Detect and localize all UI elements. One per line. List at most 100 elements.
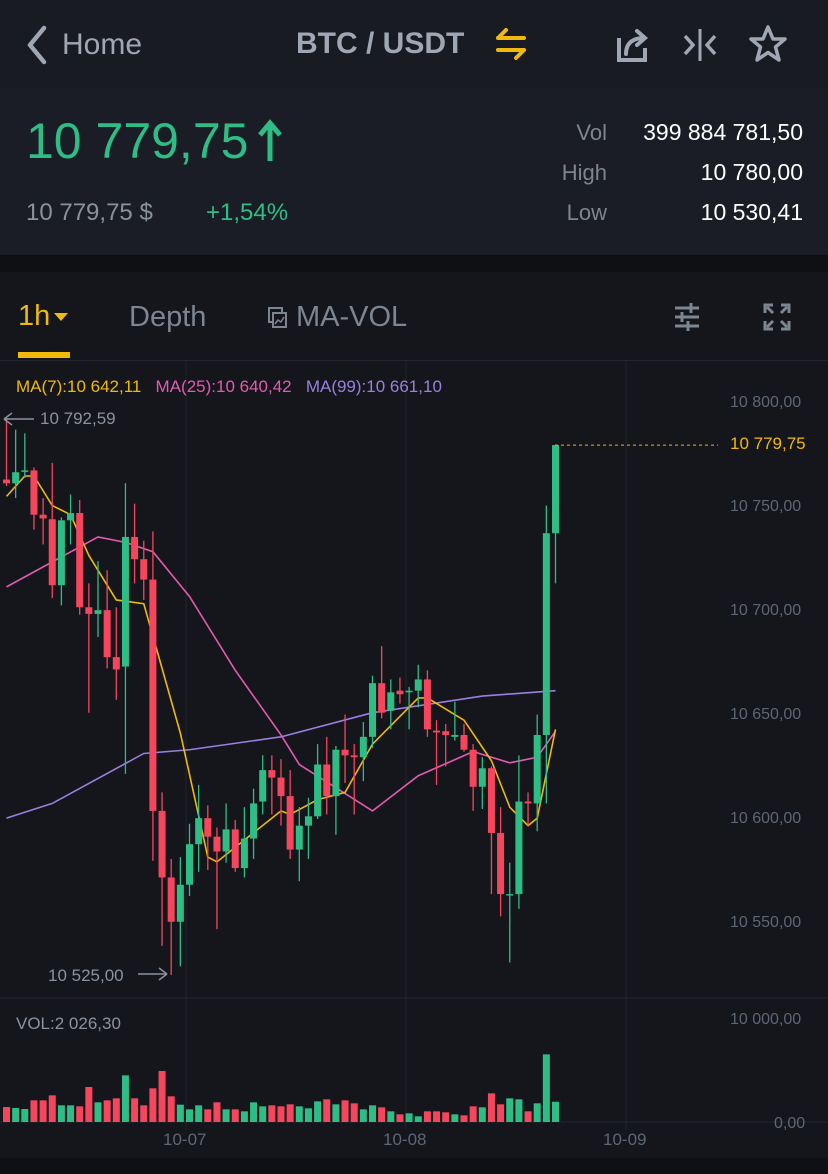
volume-bar (487, 1093, 495, 1122)
tab-depth[interactable]: Depth (129, 301, 207, 333)
candle-body (295, 825, 303, 850)
candle-body (67, 513, 75, 521)
star-icon[interactable] (748, 24, 788, 64)
candle-body (387, 692, 395, 711)
pair-title[interactable]: BTC / USDT (296, 27, 465, 60)
volume-bar (277, 1106, 285, 1122)
candle-body (48, 519, 56, 586)
volume-bar (67, 1105, 75, 1122)
volume-bar (332, 1104, 340, 1122)
ma25-line (6, 536, 557, 812)
candle-body (222, 829, 230, 852)
tab-interval[interactable]: 1h (18, 302, 69, 331)
volume-bar (497, 1104, 505, 1122)
fullscreen-icon[interactable] (763, 303, 791, 331)
price-change: +1,54% (206, 199, 289, 226)
ma25-legend: MA(25):10 640,42 (155, 377, 292, 396)
bottom-bar (0, 1158, 828, 1174)
y-tick: 10 700,00 (730, 602, 802, 619)
indicator-icon (268, 306, 287, 328)
volume-bar (231, 1109, 239, 1122)
candle-body (12, 472, 20, 484)
tab-indicator[interactable]: MA-VOL (268, 303, 407, 332)
volume-bar (533, 1103, 541, 1122)
candle-body (524, 801, 532, 804)
volume-bar (121, 1075, 129, 1122)
candle-body (268, 770, 276, 778)
volume-bar (323, 1099, 331, 1122)
low-value: 10 530,41 (700, 199, 803, 225)
high-label: High (561, 160, 607, 185)
candle-body (204, 818, 212, 837)
candle-body (39, 514, 47, 519)
volume-bar (3, 1107, 10, 1122)
candle-body (533, 734, 541, 804)
volume-bar (478, 1107, 486, 1122)
volume-bar (76, 1106, 84, 1122)
volume-bar (131, 1098, 139, 1122)
share-icon[interactable] (614, 26, 652, 64)
y-tick: 10 600,00 (730, 810, 802, 827)
candle-body (542, 533, 550, 735)
volume-bar (195, 1105, 203, 1122)
candle-body (186, 844, 193, 885)
candle-body (231, 829, 239, 869)
volume-bar (378, 1107, 386, 1122)
volume-bar (222, 1109, 230, 1122)
volume-bar (140, 1105, 148, 1122)
x-tick: 10-09 (603, 1130, 647, 1149)
ma7-legend: MA(7):10 642,11 (16, 377, 142, 396)
candle-body (103, 610, 111, 658)
volume-bar (57, 1105, 65, 1122)
x-tick: 10-07 (163, 1130, 207, 1149)
volume-bar (314, 1101, 322, 1122)
volume-bar (12, 1108, 20, 1122)
price-panel (0, 88, 828, 255)
split-icon[interactable] (681, 26, 719, 64)
candle-body (433, 730, 441, 733)
volume-bar (103, 1100, 111, 1122)
candle-body (369, 683, 376, 737)
volume-bar (94, 1102, 102, 1122)
candle-body (478, 768, 486, 787)
candle-body (515, 801, 523, 895)
candle-body (57, 520, 65, 586)
candle-body (250, 803, 258, 839)
volume-bar (350, 1103, 358, 1122)
candle-body (350, 755, 358, 758)
volume-bar (204, 1109, 212, 1122)
candle-body (277, 777, 285, 797)
candle-body (3, 479, 10, 484)
arrow-right-icon (138, 967, 168, 981)
candle-body (131, 536, 139, 560)
back-button[interactable]: Home (22, 24, 142, 66)
last-price-value: 10 779,75 (26, 113, 249, 169)
candle-body (213, 836, 221, 852)
ma99-line (6, 689, 556, 819)
candle-body (240, 838, 248, 869)
volume-bar (112, 1098, 120, 1122)
candle-body (423, 679, 431, 730)
candle-body (21, 470, 29, 472)
volume-bar (359, 1109, 367, 1122)
volume-bar (423, 1111, 431, 1122)
candle-body (195, 818, 203, 845)
volume-bar (30, 1100, 38, 1122)
settings-sliders-icon[interactable] (673, 302, 701, 332)
volume-bar (295, 1106, 303, 1122)
candle-body (140, 559, 148, 580)
candle-body (497, 832, 505, 895)
swap-icon[interactable] (492, 26, 530, 64)
volume-bar (369, 1105, 376, 1122)
low-label: Low (566, 200, 607, 225)
candle-body (506, 894, 514, 896)
volume-bar (515, 1099, 523, 1122)
volume-bar (405, 1113, 413, 1122)
candle-body (341, 749, 349, 756)
min-price-label: 10 525,00 (48, 966, 124, 985)
chevron-left-icon (27, 25, 47, 65)
max-price-label: 10 792,59 (40, 409, 116, 428)
volume-bar (176, 1104, 184, 1122)
volume-bar (506, 1098, 514, 1122)
